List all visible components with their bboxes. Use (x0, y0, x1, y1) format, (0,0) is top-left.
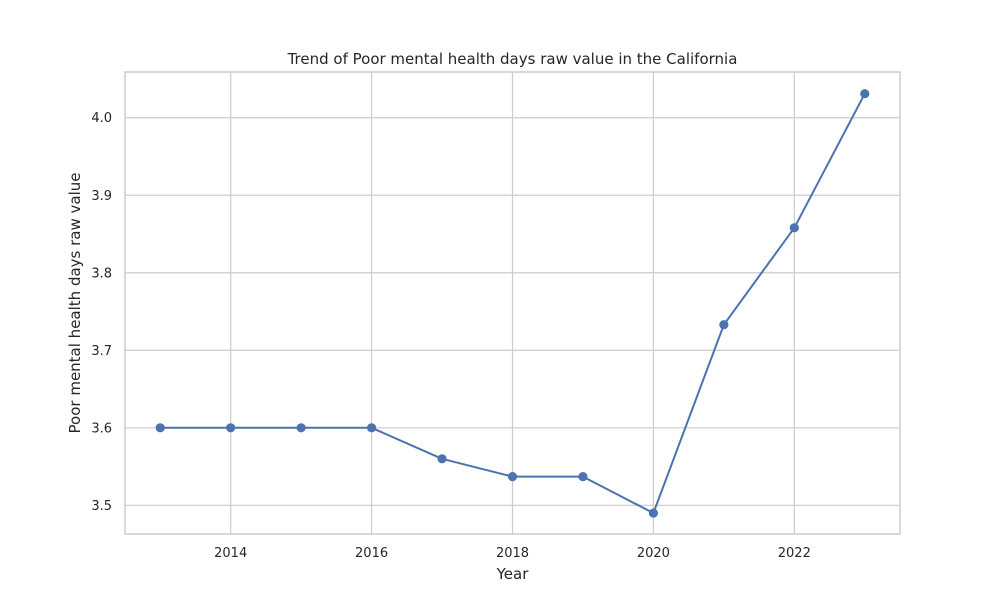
x-tick-label: 2016 (355, 546, 388, 561)
data-point (578, 472, 588, 482)
data-point (155, 423, 165, 433)
grid-lines (125, 72, 900, 534)
x-tick-label: 2014 (214, 546, 247, 561)
data-point (437, 454, 447, 464)
chart-title: Trend of Poor mental health days raw val… (287, 50, 738, 68)
y-tick-label: 3.9 (91, 189, 112, 204)
data-point (648, 508, 659, 518)
x-axis-label: Year (496, 565, 530, 583)
data-point (719, 320, 729, 330)
data-point (366, 423, 377, 433)
data-point (226, 423, 236, 433)
x-tick-label: 2018 (496, 546, 529, 561)
data-point (860, 89, 870, 99)
plot-frame (124, 71, 901, 535)
x-tick-label: 2022 (778, 546, 811, 561)
y-tick-label: 3.5 (91, 499, 112, 514)
data-point (789, 223, 799, 233)
series-layer (155, 89, 870, 518)
y-tick-label: 3.8 (91, 266, 112, 281)
data-point (507, 472, 518, 482)
y-tick-label: 4.0 (91, 111, 112, 126)
y-axis-label: Poor mental health days raw value (66, 173, 84, 434)
tick-labels: 2014 2016 2018 2020 2022 3.5 3.6 3.7 3.8 3.9 4.0 (91, 111, 811, 561)
y-tick-label: 3.7 (91, 344, 112, 359)
data-point (296, 423, 306, 433)
x-tick-label: 2020 (637, 546, 670, 561)
y-tick-label: 3.6 (91, 421, 112, 436)
